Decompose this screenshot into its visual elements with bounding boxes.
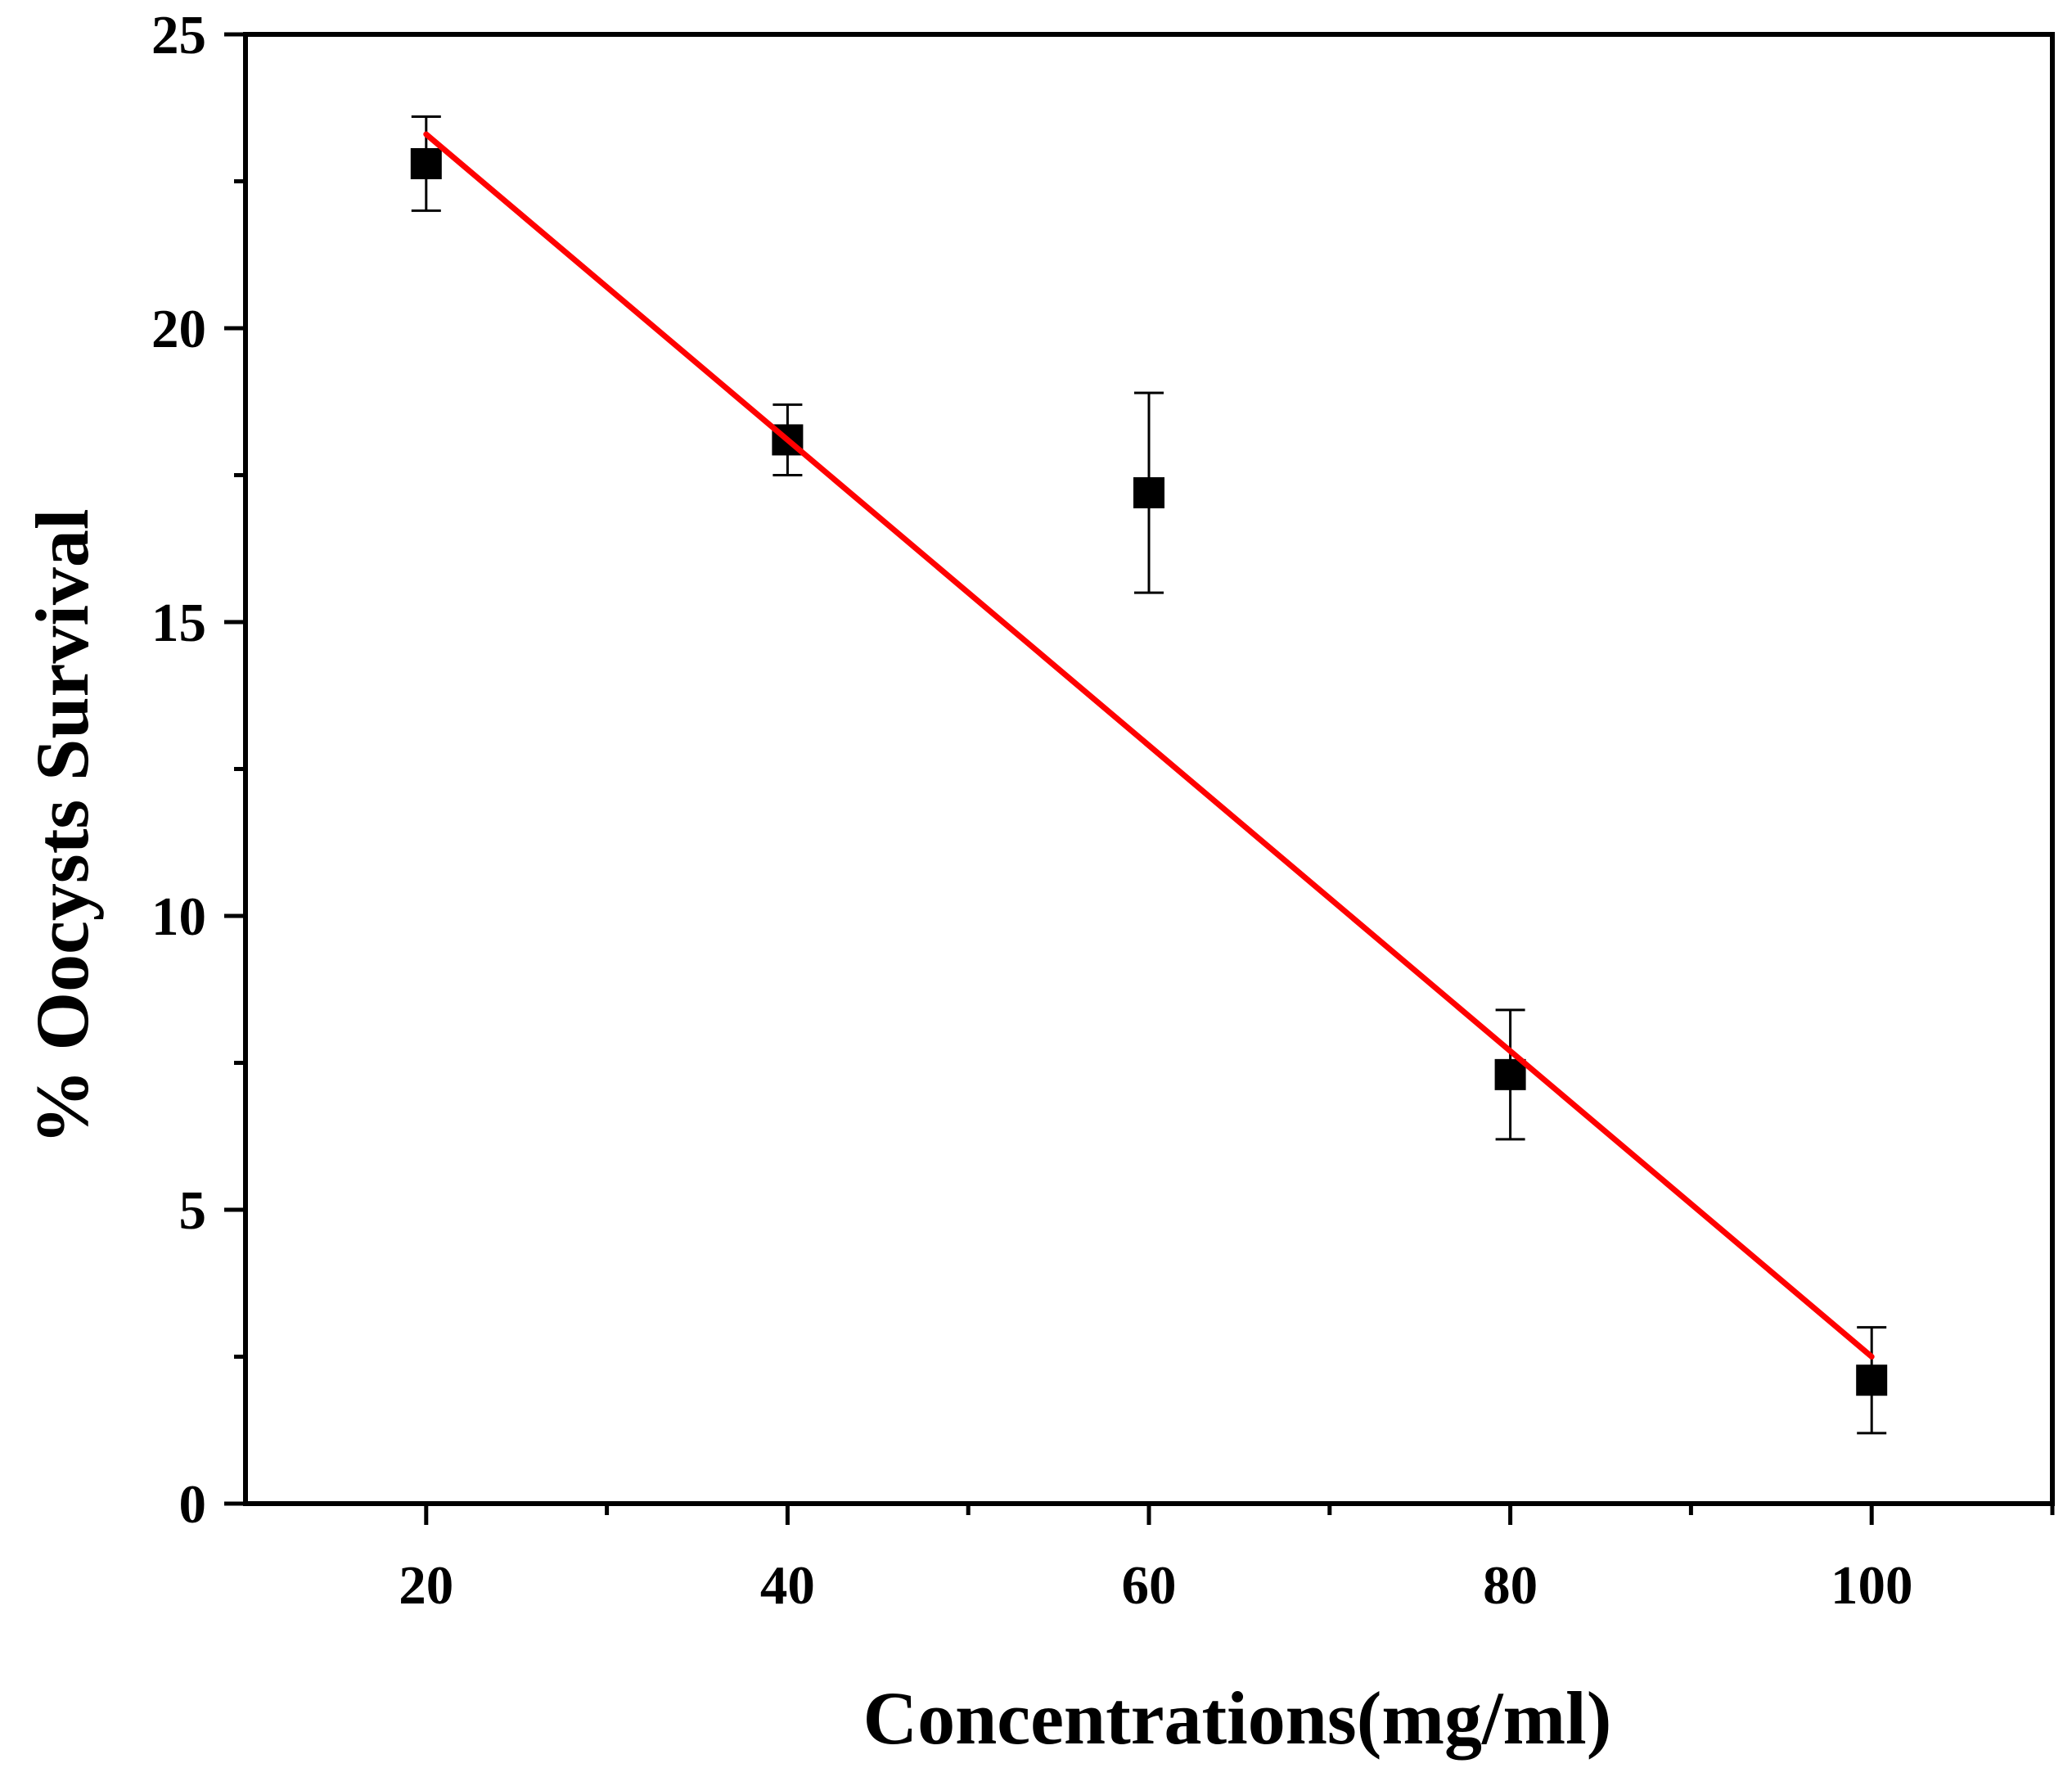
- x-axis-title: Concentrations(mg/ml): [863, 1676, 1612, 1760]
- y-tick-label: 20: [151, 299, 206, 359]
- data-point: [1494, 1058, 1526, 1090]
- data-point: [1856, 1364, 1888, 1396]
- data-point: [1133, 477, 1164, 509]
- data-points-group: [410, 147, 1888, 1396]
- y-tick-label: 15: [151, 593, 206, 653]
- y-tick-label: 5: [179, 1180, 207, 1241]
- y-tick-label: 10: [151, 886, 206, 947]
- y-tick-label: 0: [179, 1474, 207, 1535]
- x-tick-label: 60: [1122, 1555, 1177, 1616]
- tick-labels-group: 20 40 60 80 100 0 5 10 15 20 25: [151, 5, 1912, 1616]
- y-axis-title: % Oocysts Survival: [20, 509, 104, 1145]
- x-tick-label: 100: [1831, 1555, 1913, 1616]
- y-tick-label: 25: [151, 5, 206, 65]
- axis-ticks-group: [224, 32, 2055, 1525]
- error-bars-group: [411, 115, 1887, 1435]
- data-point: [410, 147, 442, 179]
- fit-line: [423, 131, 1875, 1360]
- x-tick-label: 80: [1483, 1555, 1538, 1616]
- fit-line-group: [423, 131, 1875, 1360]
- x-tick-label: 40: [760, 1555, 815, 1616]
- x-tick-label: 20: [399, 1555, 453, 1616]
